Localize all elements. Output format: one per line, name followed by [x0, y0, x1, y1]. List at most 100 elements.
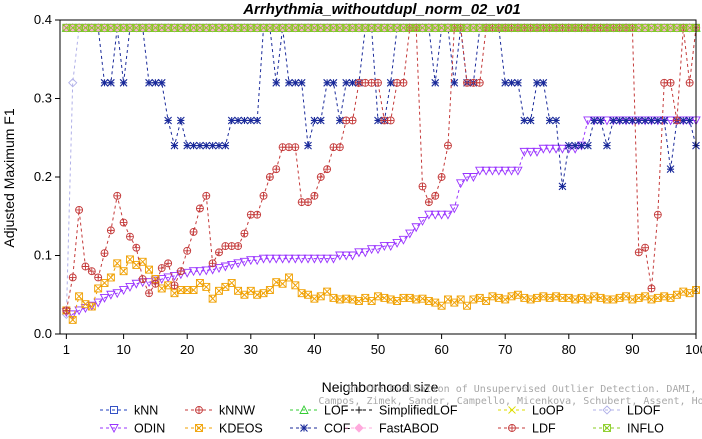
data-point — [450, 298, 459, 307]
data-point — [246, 256, 256, 266]
data-point — [285, 23, 293, 32]
data-point — [100, 279, 109, 287]
data-point — [265, 173, 274, 181]
data-point — [424, 198, 433, 207]
legend-marker — [109, 424, 119, 433]
data-point — [278, 279, 287, 288]
data-point — [660, 23, 669, 32]
data-point — [157, 275, 167, 285]
data-point — [571, 141, 580, 150]
data-point — [335, 251, 345, 261]
legend-label: COF — [324, 422, 351, 435]
data-point — [380, 23, 389, 32]
data-point — [513, 166, 523, 176]
data-point — [385, 242, 396, 252]
data-point — [398, 235, 409, 245]
data-point — [291, 23, 300, 32]
watermark-line-2: On the Evaluation of Unsupervised Outlie… — [347, 384, 702, 395]
data-point — [183, 141, 192, 150]
data-point — [221, 23, 230, 32]
data-point — [628, 116, 637, 125]
y-tick-label: 0.4 — [34, 12, 52, 27]
data-point — [93, 298, 103, 308]
y-tick-label: 0.2 — [34, 169, 52, 184]
data-point — [533, 78, 541, 87]
data-point — [265, 254, 275, 264]
data-point — [253, 290, 262, 299]
data-point — [304, 23, 312, 32]
legend-marker — [508, 424, 516, 432]
data-point — [615, 293, 624, 302]
data-point — [615, 23, 624, 32]
data-point — [405, 293, 414, 302]
data-point — [75, 292, 84, 301]
data-point — [374, 116, 382, 125]
legend-item-odin: ODIN — [100, 422, 165, 436]
data-point — [253, 116, 262, 125]
data-point — [234, 23, 243, 32]
data-point — [431, 191, 440, 200]
data-point — [628, 295, 637, 304]
data-point — [196, 141, 204, 150]
data-point — [583, 23, 592, 32]
chart-title: Arrhythmia_withoutdupl_norm_02_v01 — [242, 1, 521, 18]
data-point — [253, 210, 262, 219]
data-point — [189, 141, 198, 150]
data-point — [258, 254, 269, 264]
data-point — [233, 259, 243, 269]
data-point — [444, 23, 452, 32]
data-point — [297, 289, 306, 298]
data-point — [367, 297, 376, 305]
data-point — [253, 23, 262, 32]
x-tick-label: 60 — [434, 342, 448, 357]
data-point — [335, 23, 344, 32]
data-point — [348, 78, 357, 87]
data-point — [507, 78, 516, 87]
data-point — [323, 287, 332, 296]
data-point — [647, 295, 656, 304]
data-point — [583, 141, 592, 150]
data-point — [603, 141, 611, 150]
data-point — [609, 116, 618, 125]
series-ldof — [61, 23, 701, 320]
data-point — [164, 259, 173, 268]
x-tick-label: 100 — [685, 342, 702, 357]
data-point — [412, 23, 421, 32]
data-point — [552, 23, 561, 32]
legend-item-ldof: LDOF — [593, 404, 661, 418]
data-point — [494, 23, 503, 32]
data-point — [525, 147, 536, 157]
data-point — [685, 116, 694, 125]
data-point — [176, 267, 185, 276]
data-point — [215, 141, 223, 150]
data-point — [424, 210, 434, 220]
data-point — [87, 302, 96, 311]
watermark-line-1: Campos, Zimek, Sander, Campello, Micenko… — [318, 396, 702, 407]
data-point — [265, 286, 274, 294]
data-point — [507, 23, 516, 32]
legend-item-knn: kNN — [100, 404, 158, 418]
data-point — [533, 293, 541, 302]
data-point — [195, 204, 204, 213]
data-point — [545, 116, 554, 125]
data-point — [393, 297, 402, 305]
data-point — [119, 78, 128, 87]
data-point — [259, 191, 268, 200]
legend-marker — [602, 405, 612, 415]
data-point — [468, 173, 479, 182]
legend-label: kNN — [134, 404, 158, 418]
data-point — [272, 278, 281, 287]
data-point — [291, 143, 300, 152]
data-point — [455, 179, 466, 189]
data-point — [374, 23, 382, 32]
legend-item-inflo: INFLO — [593, 422, 664, 436]
data-point — [641, 116, 650, 125]
data-point — [437, 301, 446, 310]
data-point — [469, 23, 478, 32]
data-point — [323, 78, 332, 87]
data-point — [144, 278, 154, 288]
data-point — [379, 242, 390, 252]
data-point — [68, 23, 77, 32]
legend-item-fastabod: FastABOD — [345, 422, 439, 436]
